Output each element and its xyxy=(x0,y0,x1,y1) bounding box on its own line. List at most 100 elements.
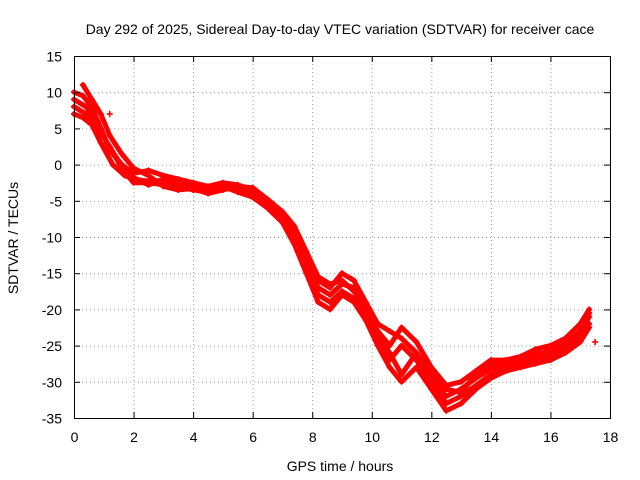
x-tick-label: 12 xyxy=(424,429,440,445)
data-point xyxy=(398,342,405,349)
data-point xyxy=(458,393,465,400)
data-point xyxy=(79,81,86,88)
series-band xyxy=(80,82,592,388)
data-point xyxy=(413,364,420,371)
data-point xyxy=(190,186,197,193)
axis-ticks xyxy=(74,56,611,419)
series-track-5 xyxy=(71,103,593,414)
data-point xyxy=(398,371,405,378)
y-tick-label: 10 xyxy=(46,85,62,101)
y-tick-label: -20 xyxy=(42,302,62,318)
data-point xyxy=(413,338,420,345)
data-point xyxy=(339,281,345,288)
data-point xyxy=(339,291,345,298)
series-track-1 xyxy=(71,89,593,396)
y-tick-label: 5 xyxy=(54,121,62,137)
data-point xyxy=(428,375,435,382)
data-point xyxy=(118,165,125,172)
data-point xyxy=(473,375,479,382)
x-tick-label: 2 xyxy=(130,429,138,445)
y-axis-title: SDTVAR / TECUs xyxy=(5,182,21,294)
data-point xyxy=(374,331,381,338)
data-point xyxy=(350,299,357,306)
data-point xyxy=(249,194,256,201)
x-tick-label: 16 xyxy=(543,429,559,445)
x-tick-label: 10 xyxy=(364,429,380,445)
x-tick-label: 6 xyxy=(249,429,257,445)
data-point xyxy=(592,338,599,345)
x-tick-label: 0 xyxy=(71,429,79,445)
series-band xyxy=(71,96,592,399)
series-band xyxy=(71,89,592,396)
y-tick-label: -15 xyxy=(42,266,62,282)
data-point xyxy=(577,338,584,345)
y-tick-label: -5 xyxy=(50,193,63,209)
data-point xyxy=(82,103,89,110)
data-points xyxy=(71,81,599,414)
data-point xyxy=(532,353,539,360)
data-point xyxy=(350,284,357,291)
data-point xyxy=(106,132,113,139)
data-point xyxy=(473,386,479,393)
data-point xyxy=(386,328,393,335)
data-point xyxy=(190,181,197,188)
data-point xyxy=(487,357,494,364)
data-point xyxy=(291,230,298,237)
data-point xyxy=(458,378,465,385)
data-point xyxy=(428,386,435,393)
data-point xyxy=(577,328,584,335)
data-point xyxy=(160,181,167,188)
y-tick-label: -25 xyxy=(42,338,62,354)
data-point xyxy=(291,241,298,248)
data-point xyxy=(79,114,86,121)
data-point xyxy=(428,364,435,371)
data-point xyxy=(160,176,167,183)
data-point xyxy=(458,386,465,393)
data-point xyxy=(205,189,211,196)
x-tick-label: 14 xyxy=(484,429,500,445)
data-point xyxy=(94,125,101,132)
y-tick-label: -35 xyxy=(42,411,62,427)
data-point xyxy=(532,360,539,367)
data-point xyxy=(279,219,286,226)
isolated-points xyxy=(106,110,599,345)
data-point xyxy=(586,324,593,331)
y-tick-label: 0 xyxy=(54,157,62,173)
series-track-3 xyxy=(79,81,593,389)
data-point xyxy=(487,375,494,382)
data-point xyxy=(327,299,334,306)
x-tick-labels: 0 2 4 6 8 10 12 14 16 18 xyxy=(71,429,619,445)
data-point xyxy=(413,349,420,356)
data-point xyxy=(264,199,271,206)
data-point xyxy=(175,183,182,190)
data-point xyxy=(362,317,369,324)
data-point xyxy=(82,110,89,117)
x-tick-label: 4 xyxy=(190,429,198,445)
data-point xyxy=(473,367,479,374)
x-axis-title: GPS time / hours xyxy=(287,458,394,474)
data-point xyxy=(547,346,554,353)
data-point xyxy=(145,167,152,174)
data-point xyxy=(458,400,465,407)
data-point xyxy=(97,139,104,146)
data-point xyxy=(264,205,271,212)
data-point xyxy=(145,172,152,179)
chart-title: Day 292 of 2025, Sidereal Day-to-day VTE… xyxy=(86,21,595,37)
data-point xyxy=(130,165,137,172)
data-point xyxy=(443,393,450,400)
data-point xyxy=(303,270,310,277)
data-point xyxy=(443,407,450,414)
data-point xyxy=(249,189,256,196)
data-point xyxy=(517,364,524,371)
data-point xyxy=(79,92,86,99)
data-point xyxy=(487,365,494,372)
data-point xyxy=(386,349,393,356)
data-point xyxy=(109,161,116,168)
y-tick-label: 15 xyxy=(46,49,62,65)
y-tick-labels: -35 -30 -25 -20 -15 -10 -5 0 5 10 15 xyxy=(42,49,62,427)
data-point xyxy=(106,110,113,117)
data-point xyxy=(106,143,113,150)
x-tick-label: 18 xyxy=(603,429,619,445)
data-point xyxy=(502,367,509,374)
